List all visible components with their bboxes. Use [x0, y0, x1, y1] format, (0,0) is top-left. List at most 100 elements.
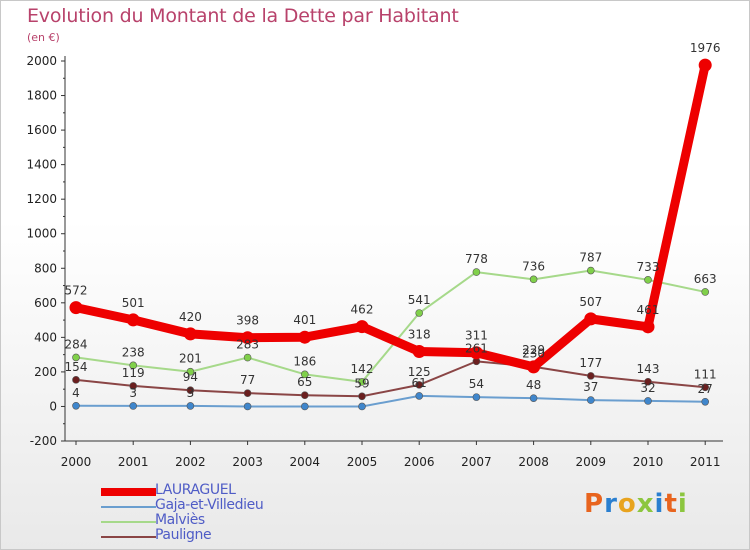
data-label: 54 — [469, 377, 484, 391]
y-tick-label: 800 — [34, 261, 57, 275]
data-label: 736 — [522, 259, 545, 273]
data-label: 284 — [65, 337, 88, 351]
series-line — [71, 60, 710, 372]
data-point — [584, 312, 598, 326]
data-label: 733 — [637, 260, 660, 274]
data-label: 283 — [236, 338, 259, 352]
data-point — [472, 268, 481, 276]
legend-label-gaja-et-villedieu: Gaja-et-Villedieu — [155, 497, 264, 513]
data-label: 420 — [179, 310, 202, 324]
data-label: 501 — [122, 296, 145, 310]
data-label: 229 — [522, 343, 545, 357]
data-label: 3 — [129, 386, 137, 400]
data-point — [415, 381, 424, 389]
data-label: 311 — [465, 329, 488, 343]
data-point — [529, 394, 538, 402]
data-label: 787 — [579, 251, 602, 265]
logo-letter: o — [617, 489, 637, 519]
x-tick-label: 2009 — [576, 455, 607, 469]
legend-swatch-malvies — [101, 521, 156, 523]
data-label: 507 — [579, 295, 602, 309]
data-point — [701, 397, 710, 406]
legend-swatch-gaja-et-villedieu — [101, 506, 156, 508]
y-tick-label: 1800 — [26, 89, 57, 103]
x-tick-label: 2005 — [347, 455, 378, 469]
data-point — [126, 313, 140, 327]
data-label: 230 — [522, 347, 545, 361]
data-point — [300, 391, 309, 400]
y-tick-label: 1200 — [26, 192, 57, 206]
data-label: 32 — [640, 381, 655, 395]
series-line — [75, 269, 707, 383]
data-label: 201 — [179, 352, 202, 366]
data-point — [415, 392, 424, 400]
y-tick-label: 600 — [34, 296, 57, 310]
x-tick-label: 2006 — [404, 455, 435, 469]
chart-title: Evolution du Montant de la Dette par Hab… — [27, 5, 459, 27]
data-point — [72, 353, 80, 362]
data-label: 154 — [65, 360, 88, 374]
data-point — [586, 372, 595, 380]
logo-letter: i — [654, 489, 665, 519]
data-point — [644, 276, 652, 284]
data-label: 462 — [351, 303, 374, 317]
data-point — [415, 309, 424, 317]
data-point — [300, 402, 309, 411]
data-point — [243, 389, 252, 397]
logo-letter: P — [584, 489, 605, 519]
data-label: 65 — [297, 375, 312, 389]
data-point — [129, 361, 137, 370]
data-point — [355, 320, 369, 334]
data-label: 541 — [408, 293, 431, 307]
data-label: 4 — [72, 386, 80, 400]
data-point — [701, 288, 710, 296]
data-label: 77 — [240, 373, 255, 387]
data-point — [186, 402, 195, 410]
data-label: 111 — [694, 367, 717, 381]
data-point — [186, 386, 195, 395]
data-point — [358, 402, 366, 411]
data-point — [183, 327, 197, 341]
data-point — [186, 367, 195, 376]
data-point — [586, 266, 595, 275]
chart-subtitle: (en €) — [27, 31, 60, 44]
data-label: 61 — [412, 376, 427, 390]
logo-letter: i — [677, 489, 688, 519]
data-label: 48 — [526, 378, 541, 392]
data-label: 318 — [408, 328, 431, 342]
data-label: 37 — [583, 380, 598, 394]
series-line — [75, 394, 707, 408]
data-point — [241, 331, 255, 345]
data-label: 125 — [408, 365, 431, 379]
data-label: 663 — [694, 272, 717, 286]
data-label: 59 — [354, 376, 369, 390]
logo-letter: t — [664, 489, 678, 519]
legend-label-malvies: Malviès — [155, 512, 205, 528]
x-tick-label: 2000 — [61, 455, 92, 469]
data-label: 3 — [187, 386, 195, 400]
data-point — [129, 402, 137, 410]
y-tick-label: -200 — [30, 434, 57, 448]
data-label: 461 — [637, 303, 660, 317]
data-label: 119 — [122, 366, 145, 380]
data-point — [412, 345, 426, 359]
data-point — [69, 301, 83, 315]
data-label: 778 — [465, 252, 488, 266]
x-tick-label: 2011 — [690, 455, 721, 469]
x-tick-label: 2003 — [232, 455, 263, 469]
data-point — [529, 275, 538, 284]
data-label: 261 — [465, 341, 488, 355]
data-point — [358, 378, 366, 386]
data-label: 238 — [122, 345, 145, 359]
y-tick-label: 1400 — [26, 158, 57, 172]
data-point — [129, 382, 137, 390]
data-label: 143 — [637, 362, 660, 376]
data-point — [298, 330, 312, 344]
y-tick-label: 2000 — [26, 54, 57, 68]
data-point — [586, 396, 595, 404]
y-tick-label: 0 — [49, 399, 57, 413]
data-label: 401 — [293, 313, 316, 327]
data-point — [701, 383, 710, 392]
data-label: 1976 — [690, 41, 721, 55]
